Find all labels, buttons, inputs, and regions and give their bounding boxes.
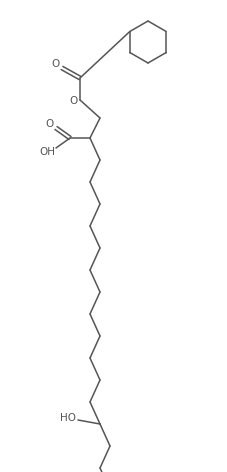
Text: O: O — [69, 96, 78, 106]
Text: O: O — [52, 59, 60, 69]
Text: HO: HO — [60, 413, 76, 423]
Text: OH: OH — [39, 147, 55, 157]
Text: O: O — [46, 119, 54, 129]
